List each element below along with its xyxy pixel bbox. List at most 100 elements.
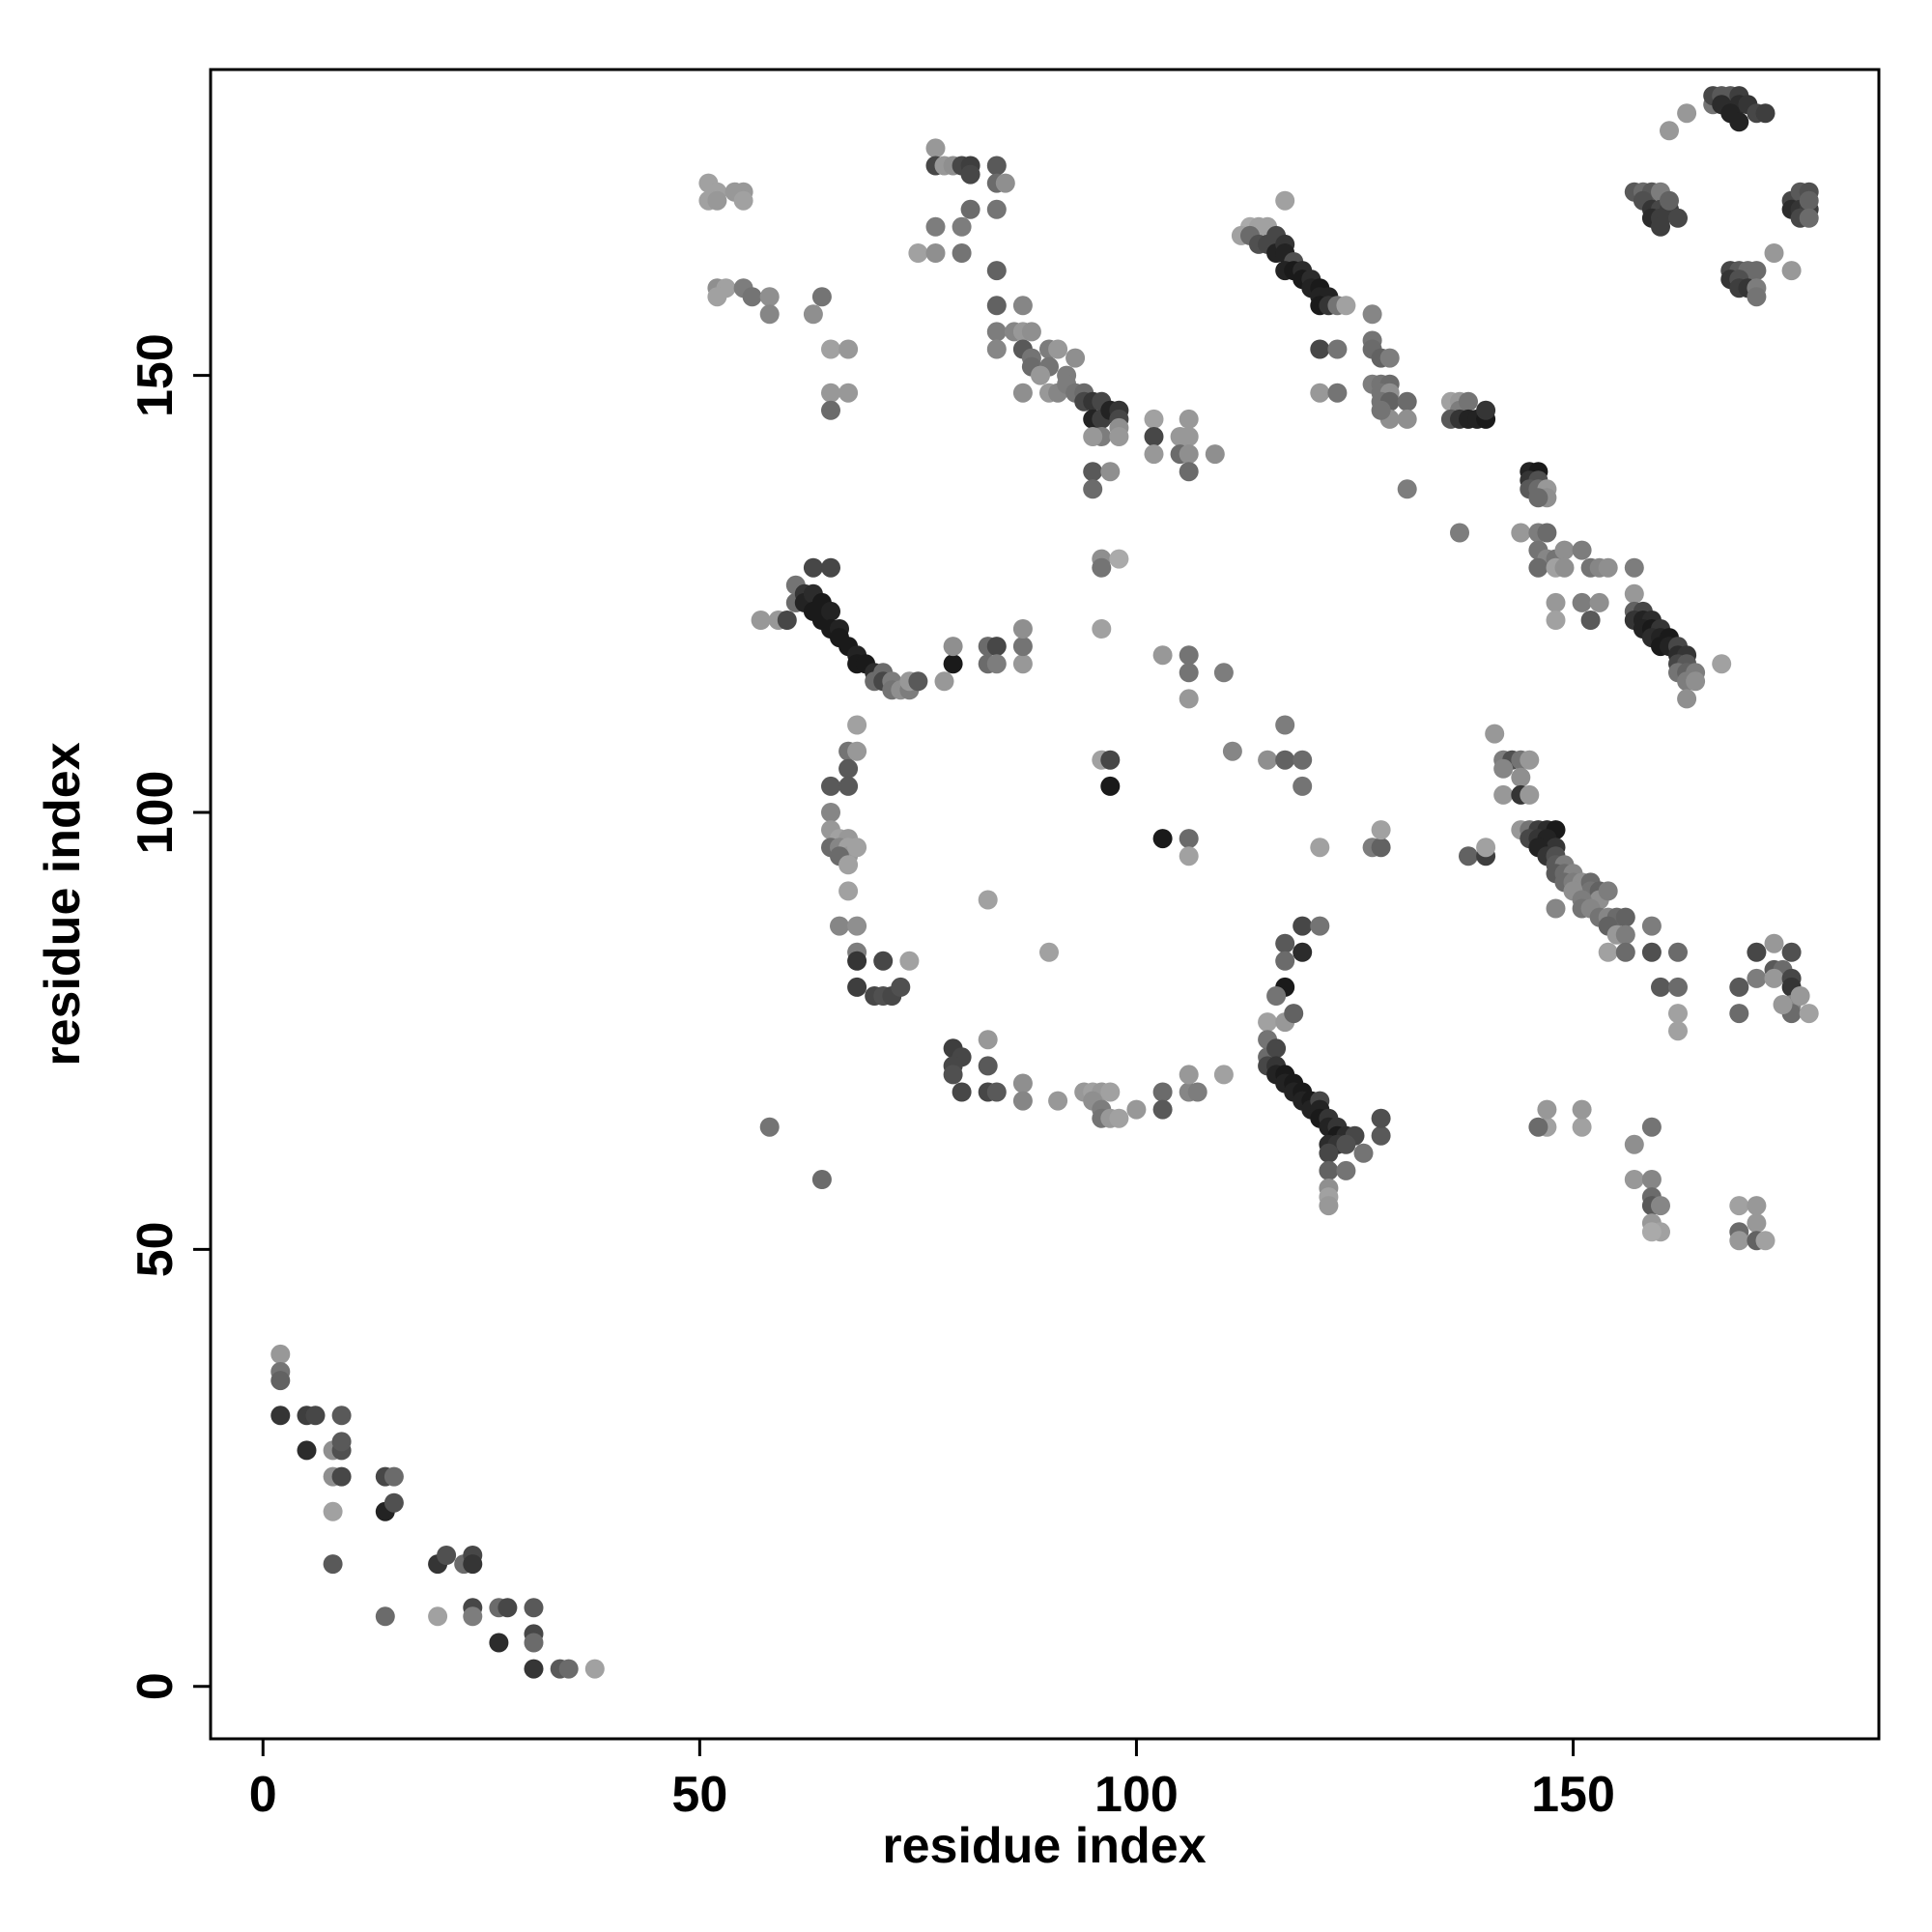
data-point-493 <box>1747 1196 1767 1216</box>
data-point-191 <box>838 881 859 901</box>
data-point-270 <box>1327 383 1348 403</box>
data-point-545 <box>1319 1160 1339 1180</box>
data-point-61 <box>925 138 946 158</box>
data-point-206 <box>943 1065 963 1085</box>
data-point-121 <box>1179 409 1199 429</box>
data-point-469 <box>1781 942 1802 962</box>
data-point-474 <box>1790 986 1810 1006</box>
data-point-297 <box>1476 400 1496 420</box>
data-point-124 <box>1179 462 1199 482</box>
data-point-128 <box>1092 557 1112 578</box>
data-point-31 <box>524 1598 544 1618</box>
data-point-269 <box>1310 383 1330 403</box>
data-point-59 <box>759 1117 780 1137</box>
data-point-362 <box>1660 190 1679 211</box>
data-point-37 <box>584 1659 605 1679</box>
data-point-89 <box>1048 339 1068 359</box>
data-point-455 <box>1641 942 1662 962</box>
data-point-553 <box>1371 820 1391 840</box>
data-point-173 <box>1012 619 1033 639</box>
data-point-17 <box>384 1466 404 1487</box>
data-point-174 <box>847 715 867 735</box>
data-point-492 <box>1729 1196 1749 1216</box>
data-point-509 <box>1275 951 1295 971</box>
data-point-506 <box>1310 916 1330 936</box>
data-point-13 <box>323 1501 343 1521</box>
data-point-231 <box>1187 1082 1208 1102</box>
data-point-542 <box>1353 1143 1374 1163</box>
data-point-162 <box>803 557 823 578</box>
data-point-498 <box>1755 1231 1776 1251</box>
data-point-29 <box>497 1598 518 1618</box>
data-point-310 <box>1537 523 1557 543</box>
data-point-386 <box>1747 261 1767 281</box>
data-point-268 <box>1327 339 1348 359</box>
data-point-179 <box>838 776 859 796</box>
data-point-164 <box>943 654 963 674</box>
data-point-352 <box>1677 689 1697 709</box>
data-point-236 <box>1179 689 1199 709</box>
data-point-483 <box>1641 1117 1662 1137</box>
data-point-502 <box>1293 750 1313 770</box>
data-point-93 <box>1031 365 1050 385</box>
data-point-216 <box>1039 942 1059 962</box>
data-point-488 <box>1651 1196 1670 1216</box>
data-point-209 <box>978 1056 998 1076</box>
data-point-215 <box>978 890 998 910</box>
data-point-322 <box>1546 592 1566 612</box>
data-point-111 <box>1109 427 1129 446</box>
data-point-457 <box>1651 977 1670 997</box>
data-point-51 <box>759 304 780 325</box>
data-point-239 <box>1179 829 1199 849</box>
data-point-170 <box>986 654 1007 674</box>
y-axis: 0 50 100 150 <box>128 333 211 1700</box>
data-point-271 <box>1362 304 1382 325</box>
data-point-480 <box>1572 1117 1592 1137</box>
data-point-505 <box>1293 916 1313 936</box>
data-point-225 <box>1109 1108 1129 1128</box>
data-point-10 <box>331 1406 352 1426</box>
data-point-460 <box>1668 1021 1688 1041</box>
data-point-190 <box>838 855 859 875</box>
data-point-544 <box>1371 1108 1391 1128</box>
x-tick-label-2: 100 <box>1094 1767 1179 1823</box>
data-point-287 <box>1397 479 1417 499</box>
data-point-240 <box>1179 846 1199 867</box>
data-point-68 <box>986 156 1007 176</box>
data-point-60 <box>811 1170 832 1189</box>
data-point-188 <box>847 838 867 858</box>
data-point-351 <box>1686 671 1706 692</box>
data-point-5 <box>305 1406 326 1426</box>
data-point-275 <box>1379 348 1400 368</box>
data-point-207 <box>952 1082 972 1102</box>
data-point-328 <box>1624 583 1644 604</box>
data-point-213 <box>1012 1091 1033 1111</box>
data-point-21 <box>437 1546 457 1565</box>
data-point-504 <box>1310 838 1330 858</box>
data-point-541 <box>1319 1143 1339 1163</box>
data-point-484 <box>1624 1170 1644 1189</box>
data-point-70 <box>995 173 1015 193</box>
data-point-462 <box>1729 1004 1749 1024</box>
data-point-202 <box>891 977 911 997</box>
data-point-169 <box>986 637 1007 657</box>
x-axis: 0 50 100 150 <box>249 1739 1615 1823</box>
data-point-411 <box>1511 767 1531 787</box>
data-point-265 <box>1336 296 1356 316</box>
data-point-171 <box>1012 654 1033 674</box>
data-point-47 <box>707 287 727 307</box>
data-point-117 <box>1144 427 1164 446</box>
data-points <box>270 86 1819 1679</box>
data-point-19 <box>375 1606 395 1627</box>
data-point-165 <box>934 671 954 692</box>
data-point-439 <box>1598 881 1618 901</box>
data-point-448 <box>1615 907 1635 927</box>
data-point-465 <box>1764 933 1784 953</box>
data-point-144 <box>821 601 840 621</box>
data-point-127 <box>1109 549 1129 569</box>
data-point-481 <box>1572 1099 1592 1120</box>
data-point-233 <box>1152 645 1173 666</box>
data-point-228 <box>1152 1099 1173 1120</box>
x-tick-label-3: 150 <box>1531 1767 1615 1823</box>
data-point-546 <box>1336 1160 1356 1180</box>
